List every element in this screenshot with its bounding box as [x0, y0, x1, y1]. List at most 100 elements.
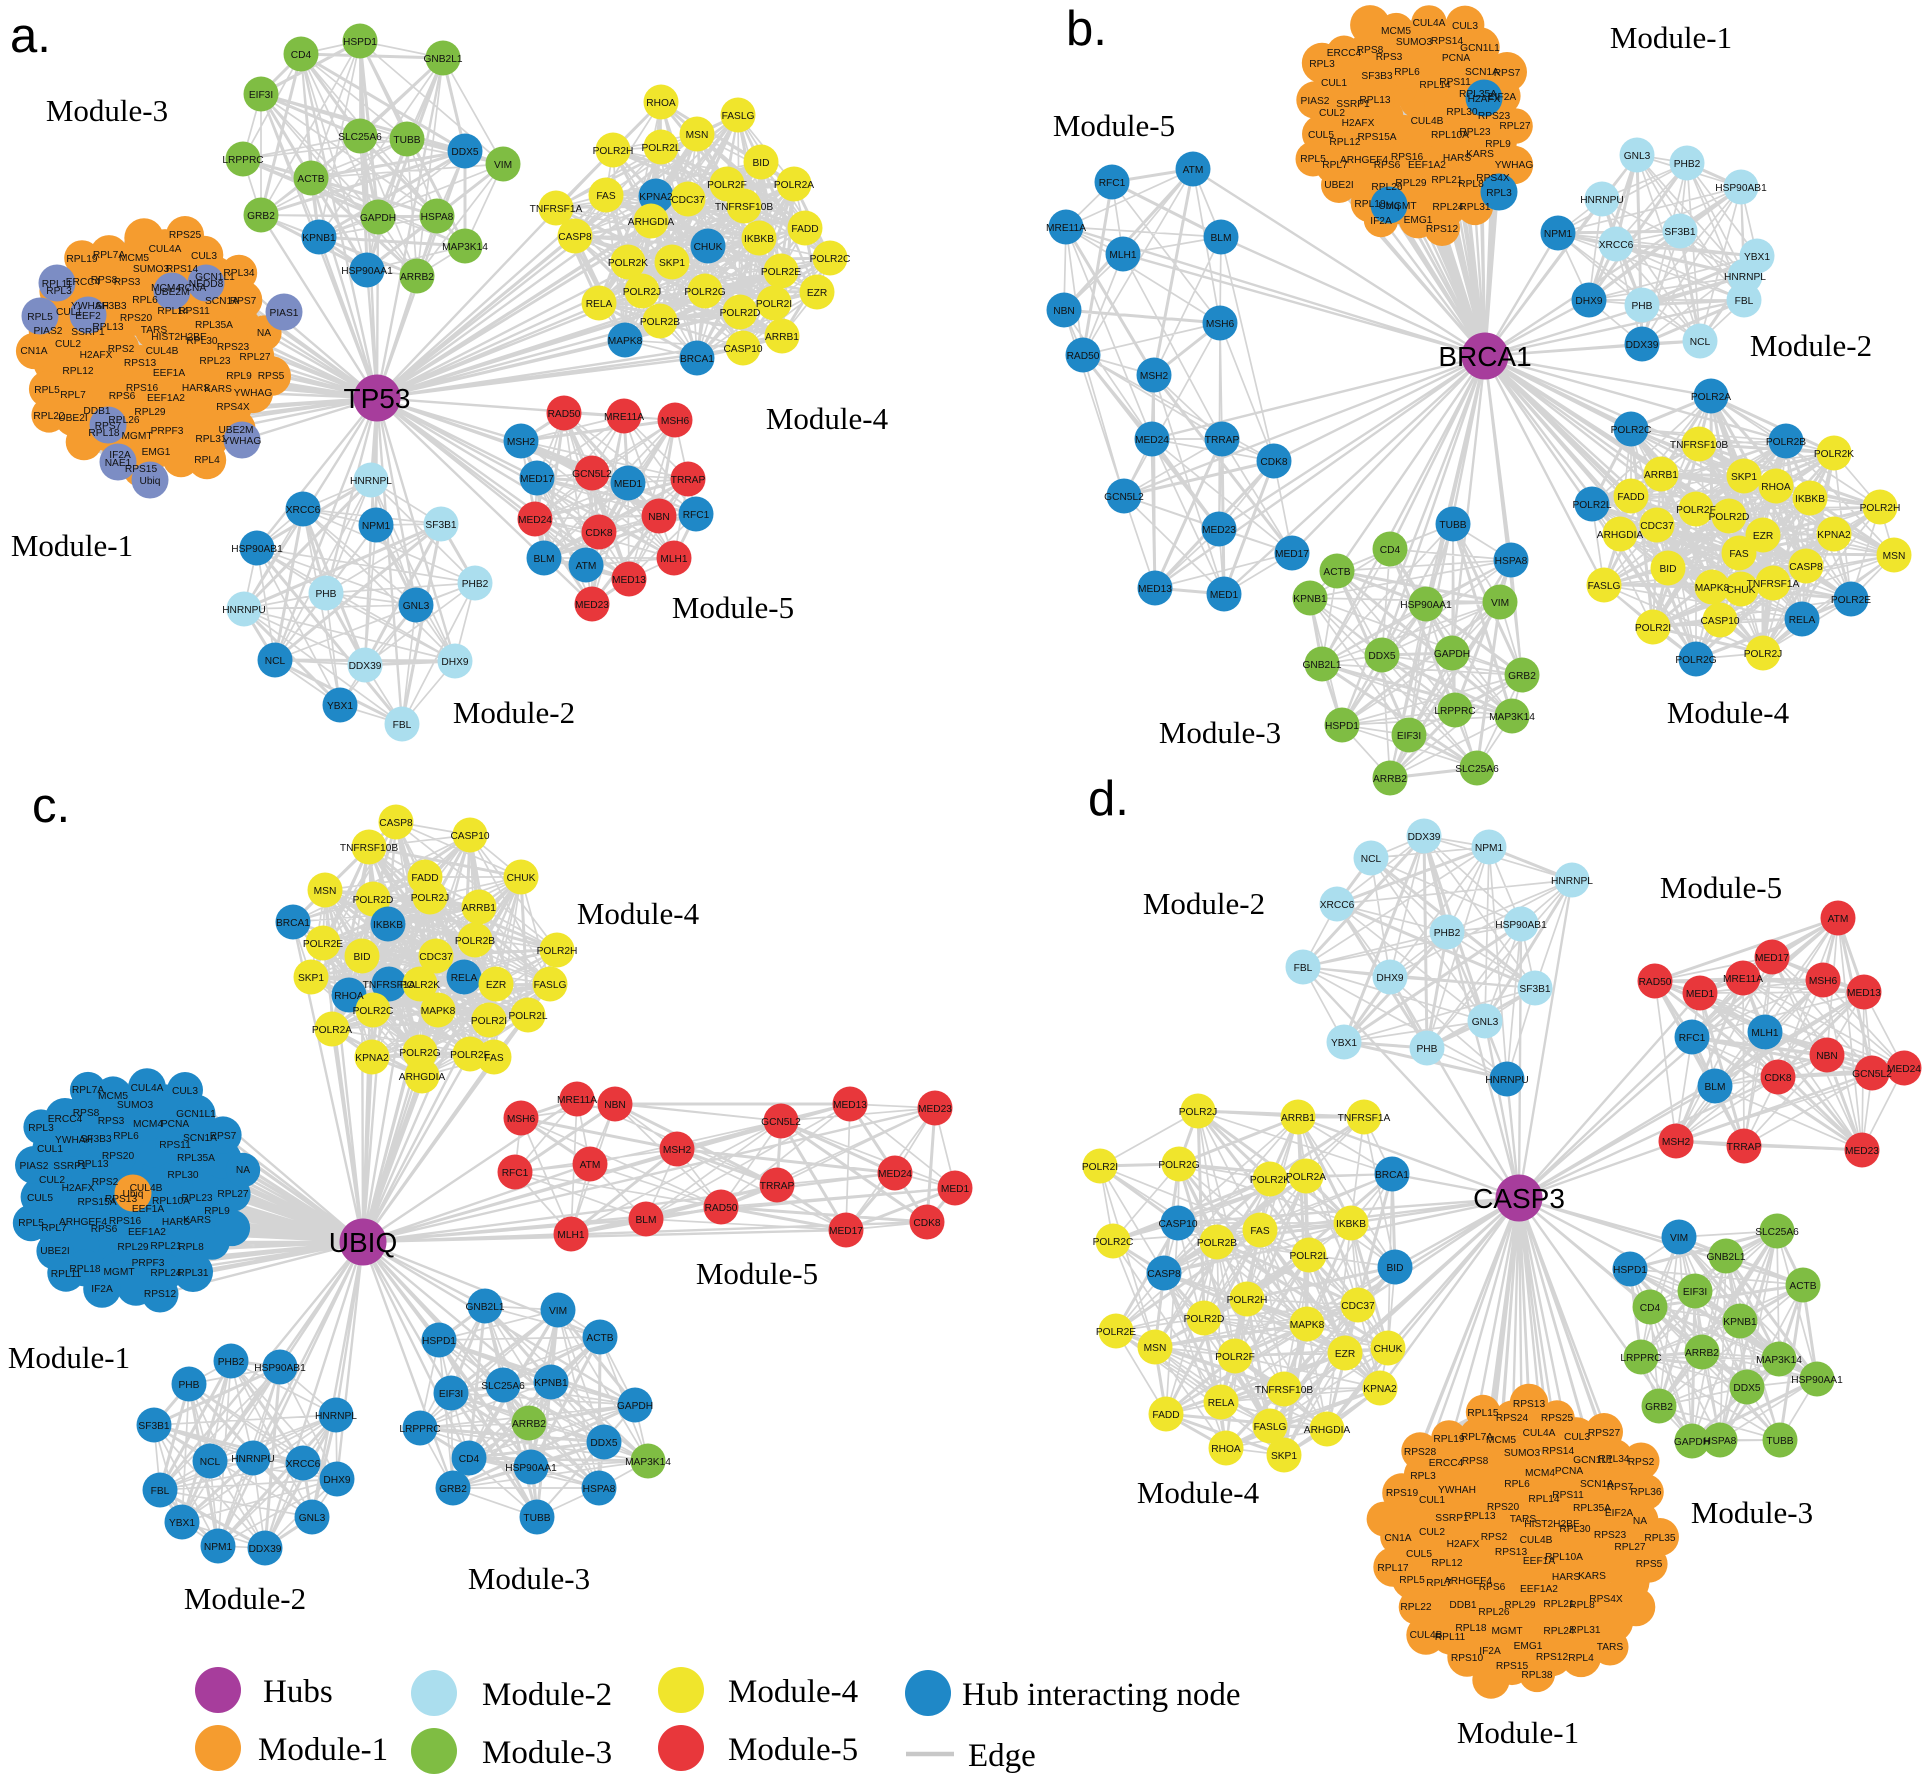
svg-text:GAPDH: GAPDH [617, 1401, 653, 1412]
svg-text:MED17: MED17 [520, 474, 554, 485]
svg-text:IKBKB: IKBKB [1795, 494, 1825, 505]
svg-text:HNRNPU: HNRNPU [222, 605, 266, 616]
svg-text:RPL3: RPL3 [46, 286, 72, 297]
svg-text:CHUK: CHUK [1374, 1344, 1403, 1355]
svg-text:CASP10: CASP10 [1158, 1219, 1197, 1230]
svg-text:RPS11: RPS11 [178, 306, 210, 317]
svg-text:POLR2A: POLR2A [1691, 392, 1731, 403]
svg-text:SF3B3: SF3B3 [1361, 71, 1392, 82]
svg-text:IF2A: IF2A [91, 1284, 113, 1295]
svg-text:YWHAH: YWHAH [1438, 1485, 1476, 1496]
svg-text:XRCC6: XRCC6 [1599, 240, 1634, 251]
svg-text:NCL: NCL [1361, 854, 1382, 865]
svg-text:RPL22: RPL22 [33, 411, 64, 422]
svg-text:MAPK8: MAPK8 [1290, 1320, 1325, 1331]
svg-text:RPL30: RPL30 [1559, 1524, 1590, 1535]
svg-text:CUL4A: CUL4A [1523, 1428, 1556, 1439]
svg-text:KPNA2: KPNA2 [1817, 530, 1851, 541]
svg-text:TNFRSF1A: TNFRSF1A [1338, 1113, 1391, 1124]
svg-text:RPS3: RPS3 [114, 277, 141, 288]
svg-text:RPS6: RPS6 [109, 391, 136, 402]
svg-text:POLR2E: POLR2E [1096, 1327, 1136, 1338]
svg-text:LRPPRC: LRPPRC [1434, 706, 1475, 717]
svg-text:RPL31: RPL31 [1569, 1625, 1600, 1636]
svg-text:RPL31: RPL31 [177, 1268, 208, 1279]
svg-text:RPL26: RPL26 [108, 415, 139, 426]
svg-text:RPS15A: RPS15A [1357, 132, 1396, 143]
svg-text:RPL30: RPL30 [186, 336, 217, 347]
svg-text:HSP90AA1: HSP90AA1 [505, 1463, 557, 1474]
svg-text:POLR2C: POLR2C [810, 254, 851, 265]
svg-text:PHB: PHB [1417, 1044, 1438, 1055]
svg-text:POLR2G: POLR2G [1675, 655, 1716, 666]
svg-text:YWHAG: YWHAG [234, 388, 273, 399]
svg-text:POLR2H: POLR2H [1227, 1295, 1268, 1306]
svg-text:RPS2: RPS2 [108, 344, 135, 355]
svg-text:IF2A: IF2A [1479, 1646, 1501, 1657]
svg-text:RPS8: RPS8 [1357, 45, 1384, 56]
svg-text:SF3B3: SF3B3 [80, 1134, 111, 1145]
svg-text:ARHGDIA: ARHGDIA [399, 1072, 446, 1083]
svg-text:MSH6: MSH6 [1809, 976, 1838, 987]
svg-text:GAPDH: GAPDH [1434, 649, 1470, 660]
svg-text:H2AFX: H2AFX [62, 1183, 95, 1194]
svg-text:NCL: NCL [265, 656, 286, 667]
svg-text:MED23: MED23 [918, 1104, 952, 1115]
svg-text:RPL6: RPL6 [113, 1131, 139, 1142]
svg-text:CD4: CD4 [1380, 545, 1401, 556]
svg-text:RPL4: RPL4 [1568, 1653, 1594, 1664]
svg-text:PRPF3: PRPF3 [132, 1258, 165, 1269]
svg-text:RPS12: RPS12 [144, 1289, 177, 1300]
svg-text:EIF3I: EIF3I [1397, 731, 1421, 742]
svg-text:XRCC6: XRCC6 [286, 1459, 321, 1470]
svg-text:RPS28: RPS28 [1404, 1447, 1437, 1458]
svg-text:RPL11: RPL11 [42, 279, 73, 290]
svg-text:ARRB2: ARRB2 [1685, 1348, 1719, 1359]
svg-text:SKP1: SKP1 [1731, 472, 1757, 483]
svg-text:RPS15A: RPS15A [77, 1197, 116, 1208]
svg-text:MGMT: MGMT [103, 1267, 134, 1278]
svg-text:POLR2I: POLR2I [471, 1016, 507, 1027]
svg-text:VIM: VIM [1491, 598, 1509, 609]
svg-text:CUL4A: CUL4A [149, 244, 182, 255]
svg-text:H2AFX: H2AFX [1468, 94, 1501, 105]
svg-text:CDC37: CDC37 [671, 195, 705, 206]
svg-text:RPS12: RPS12 [1536, 1652, 1569, 1663]
svg-text:RPL35A: RPL35A [1573, 1503, 1611, 1514]
svg-text:MED17: MED17 [829, 1226, 863, 1237]
svg-text:VIM: VIM [549, 1306, 567, 1317]
svg-text:CDK8: CDK8 [585, 528, 613, 539]
svg-text:KARS: KARS [1466, 149, 1494, 160]
svg-text:Module-4: Module-4 [577, 896, 700, 931]
svg-text:MED1: MED1 [1210, 590, 1239, 601]
svg-text:MAPK8: MAPK8 [608, 336, 643, 347]
svg-text:GAPDH: GAPDH [360, 213, 396, 224]
svg-text:HIST2H2BE: HIST2H2BE [151, 332, 207, 343]
svg-text:PHB2: PHB2 [218, 1357, 245, 1368]
svg-text:MCM5: MCM5 [119, 253, 149, 264]
svg-text:SCN1A: SCN1A [205, 296, 239, 307]
svg-text:ERCC4: ERCC4 [1327, 48, 1362, 59]
svg-text:ERCC4: ERCC4 [66, 277, 101, 288]
svg-text:RPL5: RPL5 [1399, 1575, 1425, 1586]
svg-text:RPL5: RPL5 [27, 312, 53, 323]
svg-text:ACTB: ACTB [586, 1333, 613, 1344]
svg-text:TARS: TARS [1597, 1642, 1624, 1653]
svg-text:PCNA: PCNA [1555, 1466, 1584, 1477]
svg-text:SLC25A6: SLC25A6 [1455, 764, 1499, 775]
svg-text:RPL26: RPL26 [1371, 182, 1402, 193]
svg-text:POLR2B: POLR2B [455, 936, 495, 947]
svg-text:EEF1A2: EEF1A2 [1520, 1584, 1558, 1595]
svg-text:CUL4A: CUL4A [131, 1083, 164, 1094]
svg-text:EEF1A2: EEF1A2 [1408, 160, 1446, 171]
svg-text:SKP1: SKP1 [298, 973, 324, 984]
svg-text:POLR2L: POLR2L [641, 143, 680, 154]
svg-text:EEF1A: EEF1A [1523, 1556, 1555, 1567]
svg-text:Hubs: Hubs [263, 1674, 333, 1710]
svg-text:BLM: BLM [1211, 233, 1232, 244]
svg-text:NPM1: NPM1 [1475, 843, 1504, 854]
svg-text:MSN: MSN [314, 886, 337, 897]
svg-text:MAP3K14: MAP3K14 [1489, 712, 1535, 723]
svg-text:RPL12: RPL12 [62, 366, 93, 377]
svg-text:CUL4B: CUL4B [1410, 1630, 1443, 1641]
